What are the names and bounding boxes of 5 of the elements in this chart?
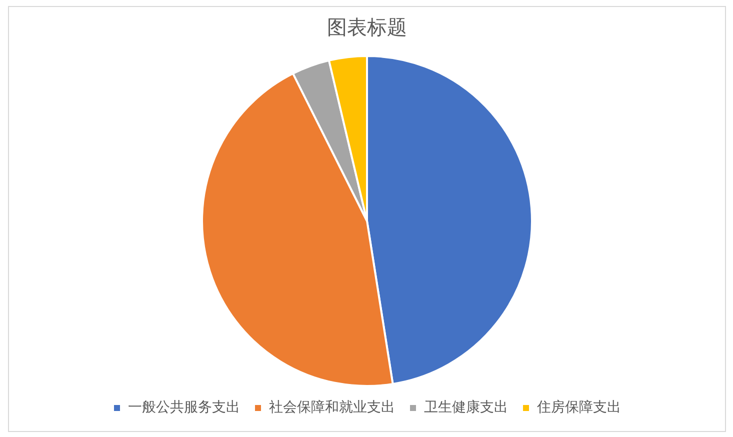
legend-label: 一般公共服务支出 [128,400,240,416]
chart-title: 图表标题 [327,15,407,40]
legend-label: 社会保障和就业支出 [269,400,395,416]
legend-label: 住房保障支出 [536,400,621,416]
legend-label: 卫生健康支出 [424,400,508,416]
